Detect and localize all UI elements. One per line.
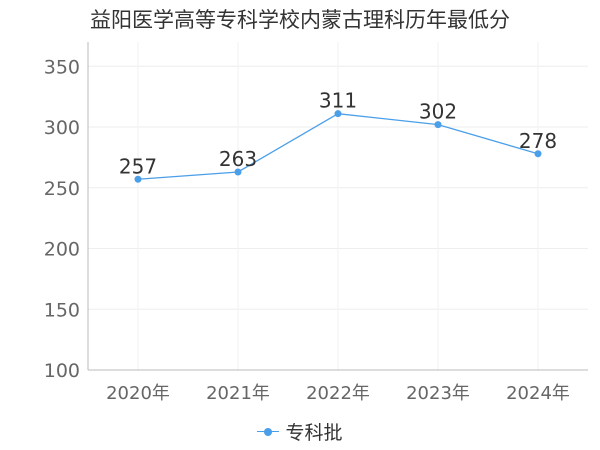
x-tick-label: 2024年 xyxy=(506,383,570,404)
data-point xyxy=(534,150,542,158)
y-tick-label: 250 xyxy=(44,178,80,200)
data-label: 263 xyxy=(219,147,257,171)
data-point xyxy=(334,110,342,118)
grid-lines xyxy=(88,42,588,370)
legend-marker-icon xyxy=(257,426,280,438)
data-point xyxy=(434,121,442,129)
x-axis-ticks: 2020年 2021年 2022年 2023年 2024年 xyxy=(106,383,570,404)
data-labels: 257 263 311 302 278 xyxy=(119,89,557,179)
x-tick-label: 2023年 xyxy=(406,383,470,404)
data-label: 311 xyxy=(319,89,357,113)
y-tick-label: 200 xyxy=(44,239,80,261)
y-tick-label: 350 xyxy=(44,56,80,78)
x-tick-label: 2022年 xyxy=(306,383,370,404)
data-point xyxy=(234,168,242,176)
data-label: 302 xyxy=(419,100,457,124)
x-tick-label: 2020年 xyxy=(106,383,170,404)
data-label: 278 xyxy=(519,129,557,153)
data-label: 257 xyxy=(119,154,157,178)
series-line xyxy=(134,110,542,183)
legend-item[interactable]: 专科批 xyxy=(257,418,343,445)
axes xyxy=(87,42,588,371)
chart-title: 益阳医学高等专科学校内蒙古理科历年最低分 xyxy=(90,8,510,32)
legend: 专科批 xyxy=(0,418,600,445)
y-tick-label: 150 xyxy=(44,299,80,321)
x-tick-label: 2021年 xyxy=(206,383,270,404)
y-tick-label: 300 xyxy=(44,117,80,139)
legend-label: 专科批 xyxy=(285,422,343,444)
y-axis-ticks: 100 150 200 250 300 350 xyxy=(44,56,80,382)
y-tick-label: 100 xyxy=(44,360,80,382)
data-point xyxy=(134,175,142,183)
